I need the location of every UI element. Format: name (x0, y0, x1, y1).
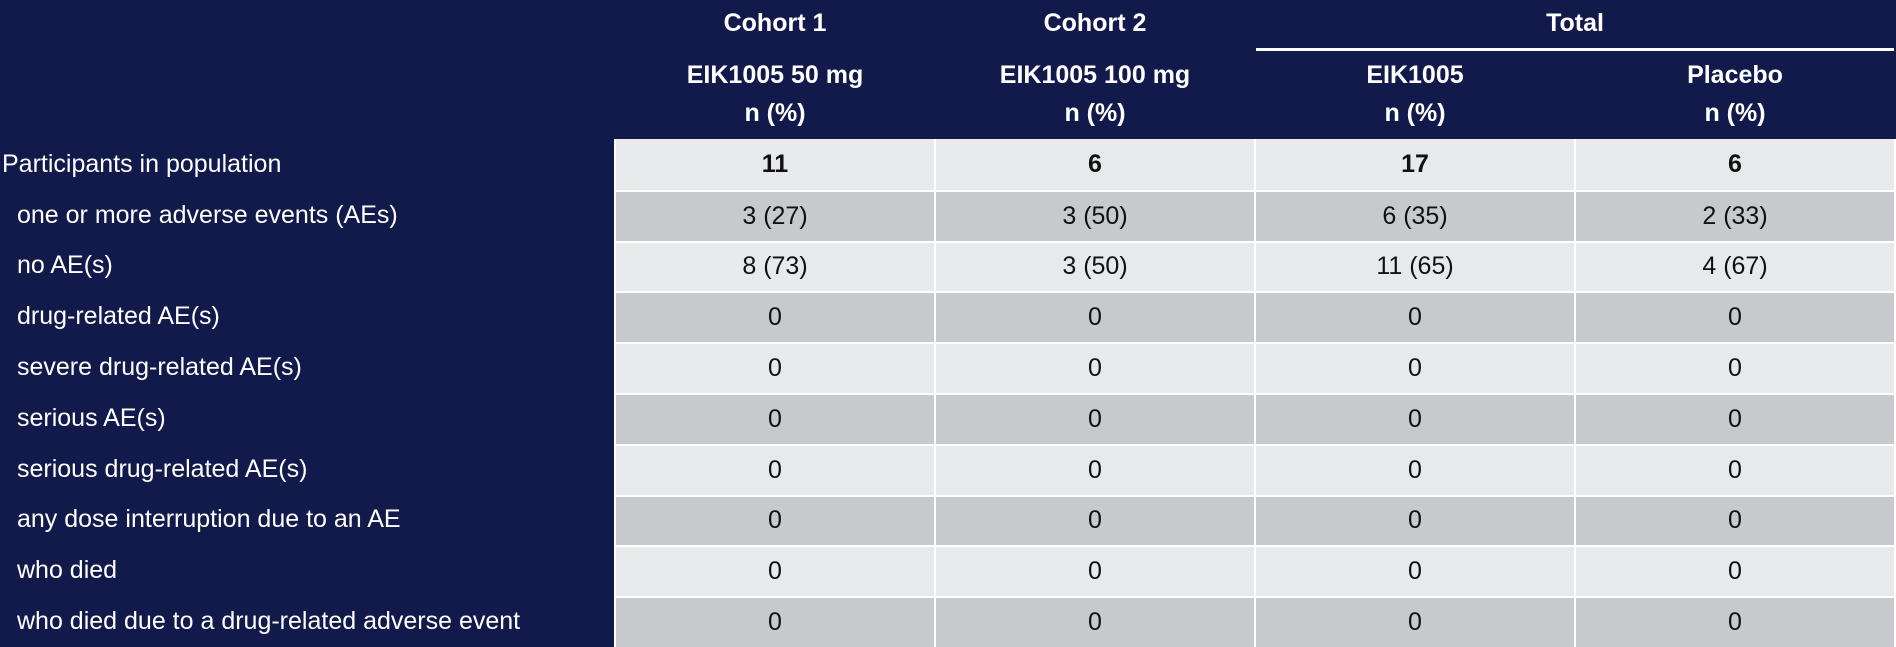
table-cell: 6 (35) (1256, 191, 1574, 241)
table-cell: 8 (73) (616, 242, 934, 292)
table-cell: 3 (50) (936, 191, 1254, 241)
table-cell: 6 (936, 139, 1254, 190)
table-cell: 0 (936, 547, 1254, 597)
row-label: one or more adverse events (AEs) (0, 189, 614, 241)
table-cell: 0 (936, 395, 1254, 444)
table-cell: 0 (616, 293, 934, 343)
table-cell: 0 (936, 293, 1254, 343)
table-cell: 0 (616, 395, 934, 444)
column-header: EIK1005 50 mg (616, 58, 934, 92)
column-header: EIK1005 (1256, 58, 1574, 92)
row-label: serious AE(s) (0, 393, 614, 444)
group-header: Cohort 2 (936, 0, 1254, 46)
table-cell: 6 (1576, 139, 1894, 190)
group-header: Cohort 1 (616, 0, 934, 46)
table-cell: 0 (616, 445, 934, 495)
table-cell: 0 (1256, 547, 1574, 597)
column-unit: n (%) (936, 96, 1254, 130)
table-cell: 11 (616, 139, 934, 190)
table-cell: 0 (1256, 344, 1574, 393)
table-cell: 0 (936, 445, 1254, 495)
table-cell: 11 (65) (1256, 242, 1574, 292)
row-label: serious drug-related AE(s) (0, 443, 614, 495)
table-cell: 0 (1576, 344, 1894, 393)
table-cell: 0 (1576, 395, 1894, 444)
table-cell: 0 (1576, 547, 1894, 597)
group-rule (1256, 48, 1894, 51)
table-cell: 0 (616, 496, 934, 546)
table-cell: 0 (1576, 598, 1894, 647)
table-cell: 0 (616, 598, 934, 647)
table-cell: 17 (1256, 139, 1574, 190)
table-cell: 0 (1256, 598, 1574, 647)
table-cell: 2 (33) (1576, 191, 1894, 241)
table-cell: 0 (1576, 445, 1894, 495)
table-cell: 0 (936, 598, 1254, 647)
group-header: Total (1256, 0, 1894, 46)
column-unit: n (%) (1576, 96, 1894, 130)
row-label: no AE(s) (0, 240, 614, 292)
table-cell: 0 (616, 547, 934, 597)
table-cell: 0 (1256, 395, 1574, 444)
table-cell: 0 (1256, 445, 1574, 495)
column-header: Placebo (1576, 58, 1894, 92)
column-unit: n (%) (1256, 96, 1574, 130)
column-header: EIK1005 100 mg (936, 58, 1254, 92)
table-cell: 3 (27) (616, 191, 934, 241)
row-label: severe drug-related AE(s) (0, 342, 614, 393)
table-cell: 0 (1256, 293, 1574, 343)
column-unit: n (%) (616, 96, 934, 130)
row-label: who died (0, 545, 614, 597)
row-label: drug-related AE(s) (0, 291, 614, 343)
table-cell: 3 (50) (936, 242, 1254, 292)
row-label: any dose interruption due to an AE (0, 494, 614, 546)
row-label: who died due to a drug-related adverse e… (0, 596, 614, 647)
row-label: Participants in population (0, 139, 614, 190)
table-cell: 4 (67) (1576, 242, 1894, 292)
table-cell: 0 (1576, 293, 1894, 343)
table-cell: 0 (936, 344, 1254, 393)
table-cell: 0 (936, 496, 1254, 546)
table-cell: 0 (616, 344, 934, 393)
table-cell: 0 (1576, 496, 1894, 546)
table-cell: 0 (1256, 496, 1574, 546)
